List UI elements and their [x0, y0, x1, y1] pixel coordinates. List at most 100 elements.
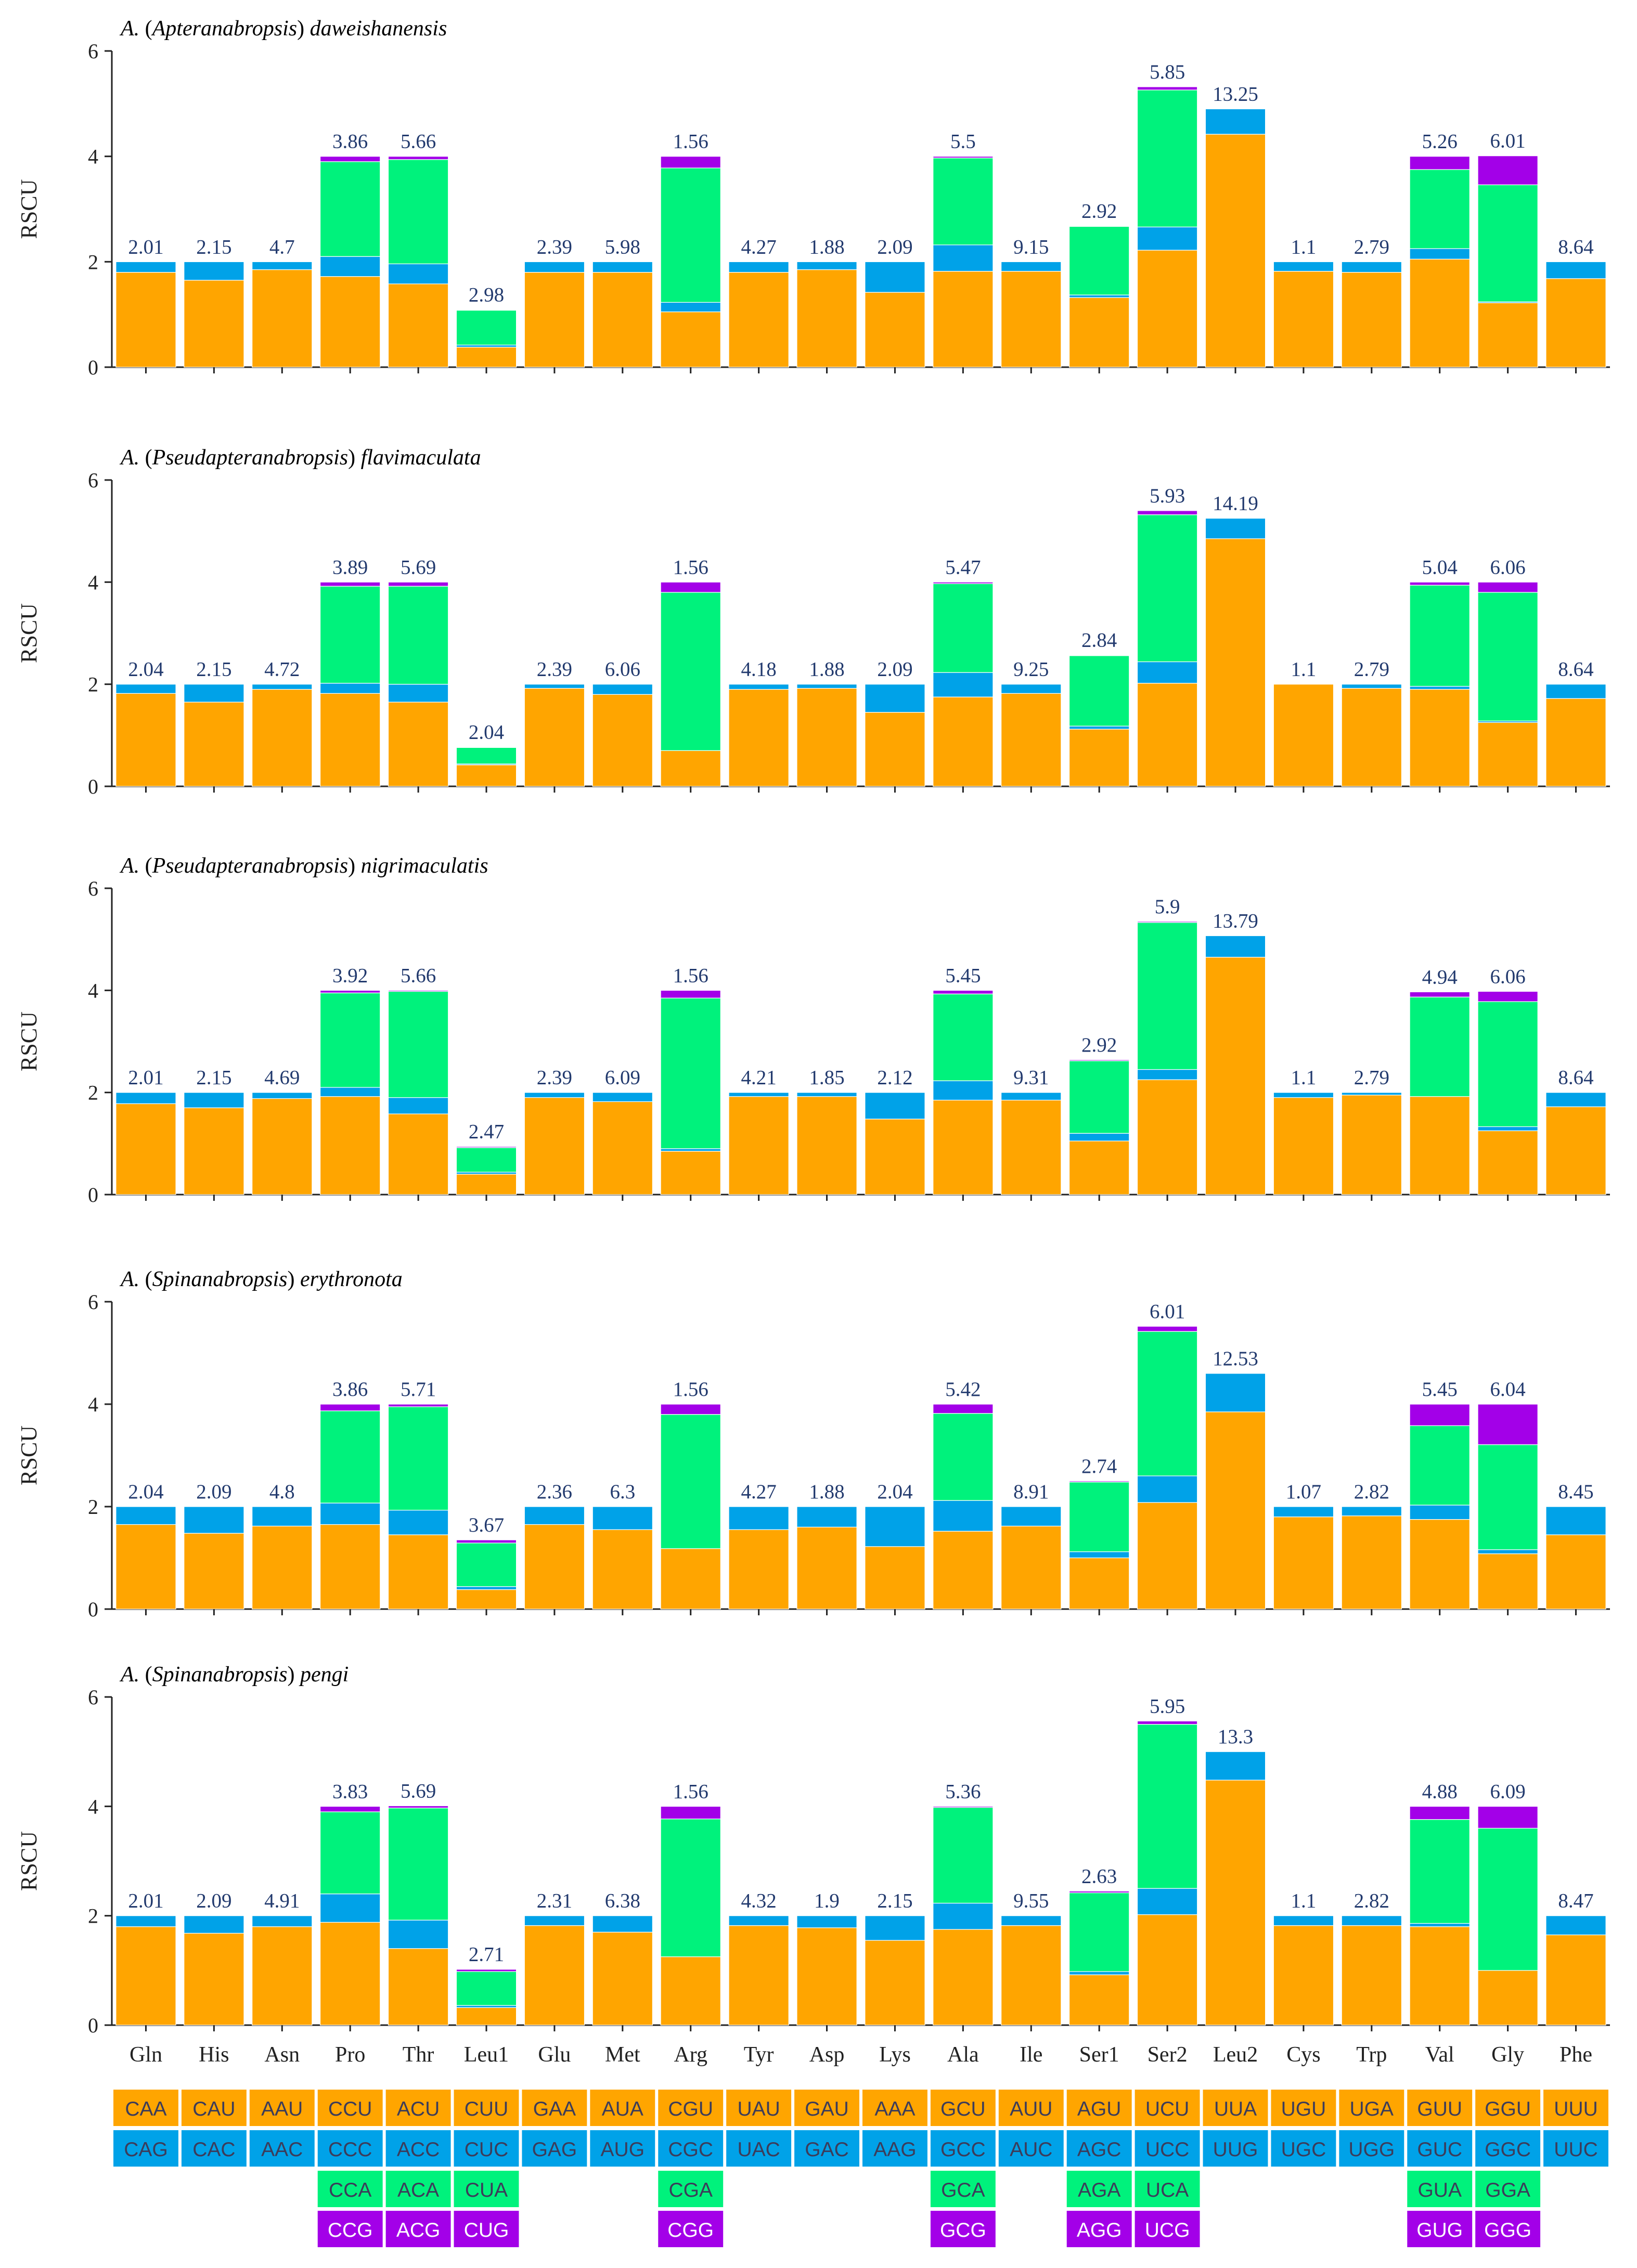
codon-cell: [1066, 2171, 1132, 2207]
codon-cell: [1475, 2211, 1541, 2247]
title-subgenus-paren: (: [145, 446, 152, 470]
bar-segment-cys-2: [1273, 1092, 1334, 1098]
bar-segment-arg-2: [660, 302, 721, 313]
codon-label: GUG: [1416, 2219, 1463, 2241]
total-label: 1.1: [1291, 658, 1317, 681]
bar-segment-leu2-1: [1205, 956, 1266, 1195]
panel-4: A. (Spinanabropsis) erythronota 0 2 4 6 RSCU 2…: [16, 1267, 1610, 1621]
total-label: 2.01: [128, 236, 163, 258]
codon-label: ACC: [397, 2139, 440, 2161]
bar-segment-thr-1: [388, 702, 449, 787]
bar-segment-ser1-3: [1068, 655, 1130, 727]
total-label: 1.56: [673, 131, 708, 153]
bar-segment-val-4: [1409, 156, 1470, 170]
codon-label: AGG: [1077, 2219, 1122, 2241]
bar-segment-lys-1: [865, 1940, 925, 2026]
title-subgenus: Spinanabropsis: [152, 1663, 288, 1687]
total-label: 4.32: [741, 1890, 777, 1912]
x-tick-label-leu1: Leu1: [464, 2043, 509, 2067]
bar-segment-thr-4: [388, 1805, 449, 1809]
bar-segment-leu1-3: [456, 309, 517, 346]
bar-segment-leu2-2: [1205, 108, 1266, 135]
total-label: 3.83: [332, 1780, 368, 1803]
total-label: 2.15: [196, 658, 231, 681]
y-axis-label: RSCU: [16, 603, 42, 663]
bar-segment-glu-1: [524, 271, 585, 368]
bar-segment-ile-2: [1001, 261, 1062, 272]
codon-label: AUC: [1010, 2139, 1052, 2161]
bar-segment-gly-3: [1477, 1444, 1538, 1550]
bar-segment-val-3: [1409, 1425, 1470, 1506]
codon-cell: [522, 2130, 587, 2167]
codon-label: CAG: [124, 2139, 168, 2161]
total-label: 8.45: [1558, 1481, 1593, 1503]
bar-segment-leu1-3: [456, 1147, 517, 1173]
codon-cell: [317, 2211, 383, 2247]
bar-segment-val-1: [1409, 689, 1470, 787]
bar-segment-phe-1: [1545, 1934, 1606, 2026]
bar-segment-pro-2: [319, 256, 381, 277]
total-label: 2.15: [877, 1890, 912, 1912]
codon-label: AAA: [874, 2098, 915, 2120]
bar-segment-thr-4: [388, 156, 449, 160]
codon-cell: [113, 2130, 178, 2167]
codon-cell: [590, 2130, 655, 2167]
total-label: 2.01: [128, 1067, 163, 1089]
bar-segment-pro-4: [319, 1806, 381, 1812]
codon-label: CAU: [192, 2098, 235, 2120]
total-label: 9.25: [1013, 658, 1049, 681]
bar-segment-met-1: [592, 1932, 653, 2026]
codon-cell: [1407, 2090, 1473, 2126]
bar-segment-trp-1: [1341, 1925, 1402, 2026]
x-tick-label-gln: Gln: [130, 2043, 162, 2067]
x-tick-label-arg: Arg: [674, 2043, 707, 2067]
title-subgenus: Spinanabropsis: [152, 1267, 288, 1291]
bar-segment-thr-3: [388, 1406, 449, 1511]
bar-segment-val-2: [1409, 1505, 1470, 1520]
y-axis-label: RSCU: [16, 179, 42, 239]
bar-segment-asp-1: [796, 1927, 857, 2026]
codon-cell: [590, 2090, 655, 2126]
bar-segment-ala-1: [933, 270, 994, 368]
bar-segment-pro-1: [319, 276, 381, 368]
bar-segment-leu1-2: [456, 344, 517, 348]
total-label: 2.04: [877, 1481, 912, 1503]
bar-segment-leu2-2: [1205, 1373, 1266, 1412]
bar-segment-ala-3: [933, 1413, 994, 1501]
codon-label: GCU: [940, 2098, 986, 2120]
total-label: 8.91: [1013, 1481, 1049, 1503]
bar-segment-ser2-3: [1137, 1331, 1198, 1476]
total-label: 1.07: [1286, 1481, 1321, 1503]
bar-segment-pro-1: [319, 693, 381, 787]
bar-segment-asn-1: [252, 1098, 313, 1195]
codon-cell: [249, 2090, 315, 2126]
codon-cell: [1475, 2130, 1541, 2167]
bar-segment-gly-1: [1477, 722, 1538, 787]
bar-segment-ile-2: [1001, 1915, 1062, 1926]
bar-segment-cys-1: [1273, 1517, 1334, 1610]
y-tick-label: 4: [88, 1393, 98, 1416]
total-label: 13.3: [1218, 1726, 1253, 1748]
codon-cell: [1543, 2130, 1608, 2167]
bar-segment-arg-3: [660, 1818, 721, 1958]
bar-segment-lys-1: [865, 1546, 925, 1610]
panel-2: A. (Pseudapteranabropsis) flavimaculata 0…: [16, 446, 1610, 798]
title-subgenus: Pseudapteranabropsis: [152, 854, 348, 878]
bar-segment-ser1-2: [1068, 294, 1130, 298]
codon-cell: [1407, 2171, 1473, 2207]
codon-cell: [1475, 2090, 1541, 2126]
bar-segment-ala-1: [933, 696, 994, 787]
bar-segment-ala-4: [933, 156, 994, 159]
codon-label: CUU: [465, 2098, 509, 2120]
bar-segment-arg-1: [660, 1548, 721, 1610]
bar-segment-ser1-1: [1068, 729, 1130, 787]
y-tick-label: 6: [88, 469, 98, 492]
bar-segment-asn-1: [252, 269, 313, 368]
bar-segment-gly-3: [1477, 1828, 1538, 1971]
bar-segment-ser1-3: [1068, 1482, 1130, 1552]
bar-segment-ala-2: [933, 1500, 994, 1532]
codon-label: UCA: [1146, 2179, 1189, 2201]
codon-cell: [1271, 2130, 1336, 2167]
bar-segment-lys-2: [865, 1915, 925, 1941]
bar-segment-pro-4: [319, 1404, 381, 1411]
